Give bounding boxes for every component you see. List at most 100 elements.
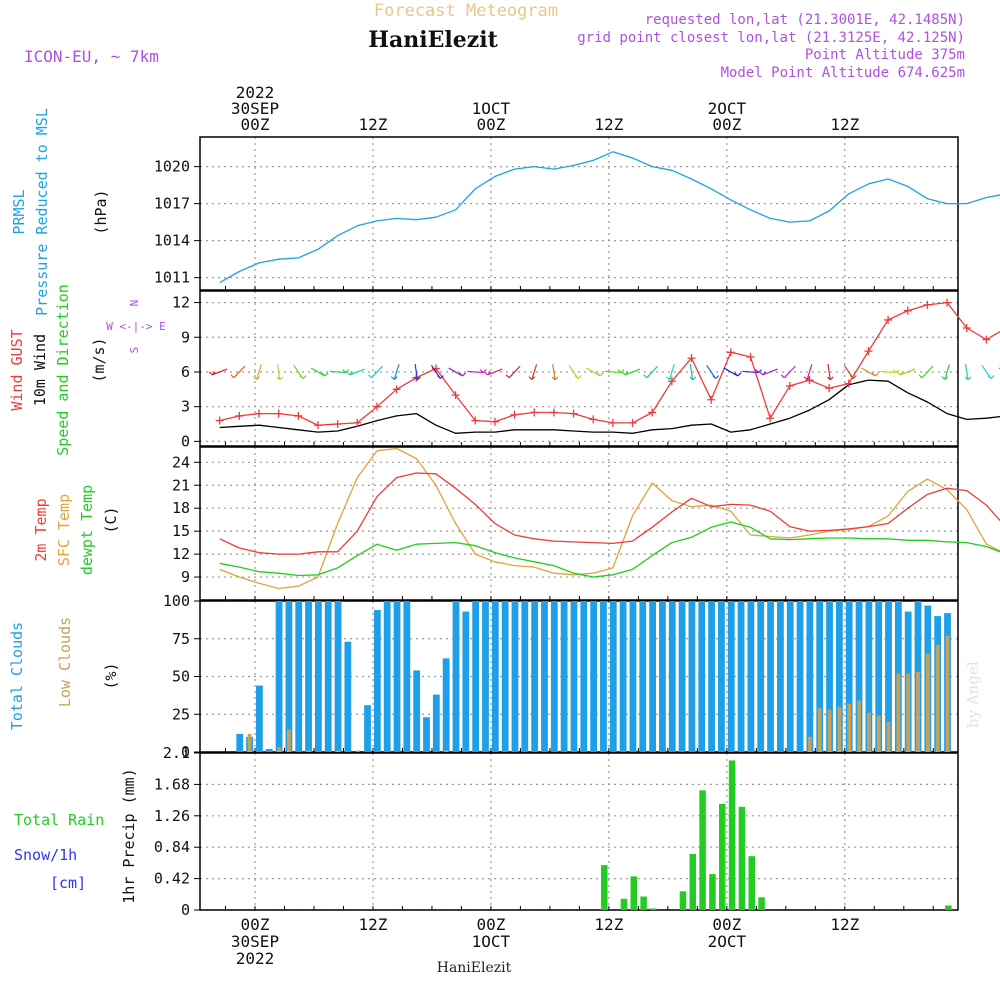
gust-marker [392,385,401,394]
total-cloud-bar [432,694,440,752]
wind-direction-arrow [568,365,582,379]
low-cloud-bar [925,653,930,752]
cloud-ytick-label: 25 [172,705,190,723]
temp-frame [199,446,959,601]
wind-direction-arrow [293,365,307,379]
model-altitude: Model Point Altitude 674.625m [721,65,965,81]
low-cloud-bar [945,635,950,752]
total-cloud-bar [305,601,312,752]
location-title: HaniElezit [368,27,498,53]
wind-direction-arrow [666,364,675,381]
wind-direction-arrow [723,367,742,377]
low-cloud-bar [866,712,871,752]
total-cloud-bar [629,601,637,752]
gust-marker [884,315,893,324]
gust-marker [746,352,755,361]
t2m-temp-line [219,472,1000,555]
total-cloud-bar [826,601,833,752]
top-time-label: 30SEP [231,99,279,118]
total-cloud-bar [442,658,450,752]
total-cloud-bar [403,601,411,752]
total-cloud-bar [550,601,558,752]
gust-marker [313,421,322,430]
total-cloud-bar [737,601,745,752]
wind-direction-arrow [706,365,720,379]
compass-ew: W <-|-> E [106,320,166,333]
wind-labels: Wind GUST 10m Wind Speed and Direction (… [8,284,166,456]
total-cloud-bar [364,705,371,752]
total-cloud-bar [511,601,519,752]
cloud-frame [199,600,959,753]
bottom-time-label: 2OCT [708,932,747,951]
wind-direction-arrow [505,365,521,379]
rain-label: Total Rain [14,811,104,829]
total-cloud-bar [344,641,352,752]
precip-unit: 1hr Precip (mm) [120,768,138,903]
bottom-time-label: 12Z [594,915,623,934]
bottom-time-label: 00Z [241,915,270,934]
total-cloud-bar [482,601,489,752]
wind-direction-arrow [981,365,995,379]
precip-ytick-label: 1.26 [154,807,190,825]
cloud-labels: Total Clouds Low Clouds (%) [8,617,120,730]
rain-bar [758,897,765,910]
total-cloud-label: Total Clouds [8,622,26,730]
dew-label: dewpt Temp [78,485,96,575]
rain-bar [709,874,716,910]
wind-direction-arrow [430,365,444,379]
precip-frame [199,752,959,911]
total-cloud-bar [845,601,853,752]
wind-ytick-label: 0 [181,432,190,450]
wind-direction-arrow [689,363,697,381]
total-cloud-bar [855,601,863,752]
low-cloud-bar [837,706,842,752]
temp-labels: 2m Temp SFC Temp dewpt Temp (C) [32,485,120,575]
rain-bar [650,908,657,910]
total-cloud-bar [698,601,706,752]
gust-marker [510,410,519,419]
total-cloud-bar [295,601,303,752]
wind-direction-arrow [896,368,916,376]
cloud-ytick-label: 100 [163,592,190,610]
low-cloud-bar [336,750,340,752]
total-cloud-bar [570,601,578,752]
total-cloud-bar [324,601,332,752]
low-cloud-bar [847,703,852,752]
pressure-line [219,151,1000,284]
total-cloud-bar [767,601,774,752]
gust-marker [785,381,794,390]
top-time-label: 12Z [594,115,623,134]
total-cloud-bar [491,601,499,752]
cloud-ytick-label: 0 [181,743,190,761]
gust-marker [530,408,539,417]
wind-direction-arrow [880,369,900,374]
gust-marker [569,409,578,418]
low-cloud-bar [817,708,822,752]
bottom-time-label: 00Z [712,915,741,934]
precip-ytick-label: 0.42 [154,870,190,888]
rain-bar [699,790,706,910]
rain-bar [620,898,628,910]
bottom-time-label: 30SEP [231,932,279,951]
wind-direction-arrow [310,367,329,377]
total-cloud-bar [757,601,765,752]
gust-marker [608,418,617,427]
gust-marker [549,408,558,417]
total-cloud-bar [649,601,656,752]
total-cloud-bar [708,601,715,752]
total-cloud-bar [521,601,529,752]
gust-marker [903,306,912,315]
snow-label: Snow/1h [14,846,77,864]
wind-direction-arrow [467,369,487,374]
total-cloud-bar [275,601,283,752]
wind10-line [219,379,1000,434]
snow-cm-label: [cm] [50,874,86,892]
gust-marker [353,418,362,427]
low-cloud-bar [444,750,449,752]
precip-ytick-label: 2.1 [163,744,190,762]
cloud-ytick-label: 50 [172,668,190,686]
temp-unit: (C) [102,506,120,533]
prmsl-sub-label: Pressure Reduced to MSL [33,108,51,316]
gust-marker [451,391,460,400]
